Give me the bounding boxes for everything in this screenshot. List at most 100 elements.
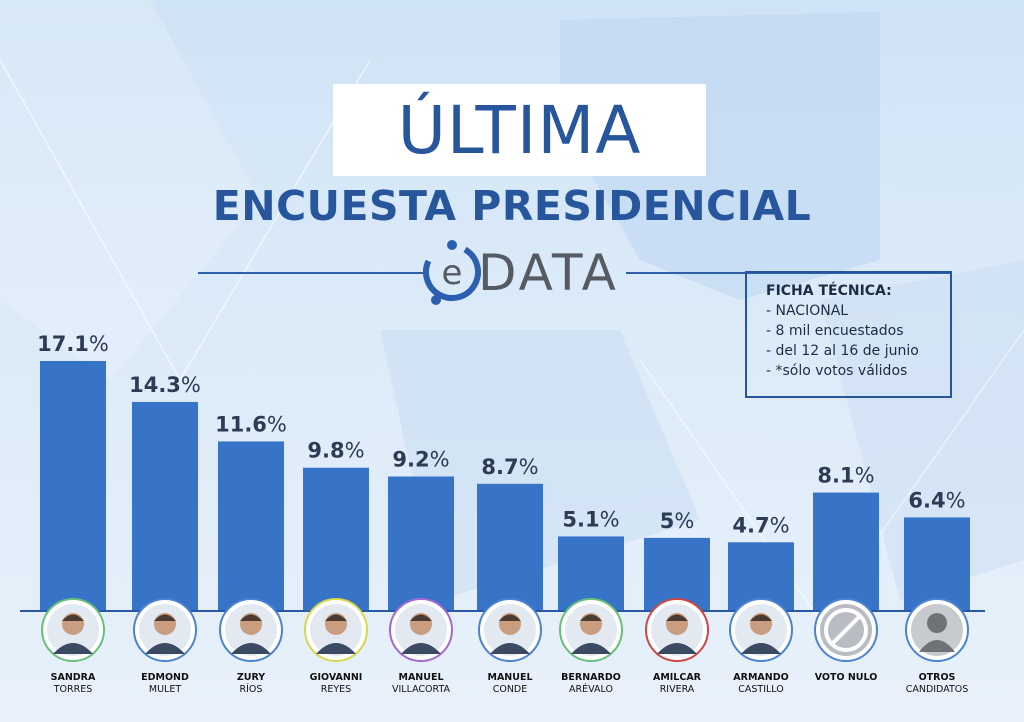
- candidate-avatar: [219, 598, 283, 662]
- bar-value-percent: %: [345, 439, 365, 463]
- ficha-line: - *sólo votos válidos: [766, 363, 908, 379]
- bar-value-number: 9.2: [392, 447, 429, 471]
- candidate-name: VOTO NULO: [796, 672, 896, 684]
- edata-logo-icon: e: [423, 240, 481, 305]
- bar: [813, 492, 879, 611]
- bar-value-label: 5%: [660, 509, 695, 533]
- bar-value-number: 9.8: [307, 439, 344, 463]
- candidate-first-name: AMILCAR: [652, 672, 702, 683]
- edata-logo: e DATA: [420, 240, 630, 306]
- candidate-last-name: CANDIDATOS: [905, 684, 969, 695]
- candidate-name: OTROS CANDIDATOS: [887, 672, 987, 696]
- bar-value-label: 11.6%: [215, 412, 287, 436]
- candidate-first-name: ZURY: [236, 672, 266, 683]
- bar-value-number: 14.3: [129, 373, 181, 397]
- bar: [218, 441, 284, 611]
- candidate-last-name: REYES: [320, 684, 352, 695]
- bar: [132, 401, 198, 611]
- bar: [904, 517, 970, 611]
- ficha-line: - del 12 al 16 de junio: [766, 343, 919, 359]
- candidate-first-name: EDMOND: [141, 672, 189, 683]
- candidate-first-name: OTROS: [918, 672, 956, 683]
- title-box: ÚLTIMA: [333, 84, 706, 176]
- candidate-avatar: [304, 598, 368, 662]
- bar: [388, 476, 454, 611]
- page-title: ÚLTIMA: [397, 91, 642, 169]
- bar-value-percent: %: [600, 507, 620, 531]
- logo-text: DATA: [478, 244, 619, 302]
- bar-value-label: 9.2%: [392, 447, 449, 471]
- ficha-tecnica-box: FICHA TÉCNICA: - NACIONAL - 8 mil encues…: [745, 271, 952, 398]
- logo-divider-right: [626, 272, 950, 274]
- bar-value-number: 8.1: [817, 464, 854, 488]
- bar-value-number: 5.1: [562, 507, 599, 531]
- bar-value-label: 14.3%: [129, 373, 201, 397]
- bar-value-percent: %: [89, 332, 109, 356]
- candidate-first-name: SANDRA: [50, 672, 96, 683]
- candidate-last-name: VILLACORTA: [391, 684, 451, 695]
- candidate-first-name: BERNARDO: [561, 672, 621, 683]
- candidate-last-name: TORRES: [53, 684, 93, 695]
- bar: [477, 483, 543, 611]
- bar-value-label: 9.8%: [307, 439, 364, 463]
- candidate-name: MANUEL CONDE: [460, 672, 560, 696]
- bar: [40, 361, 106, 611]
- candidate-name: GIOVANNI REYES: [286, 672, 386, 696]
- bar-value-label: 4.7%: [732, 513, 789, 537]
- bar-value-percent: %: [946, 488, 966, 512]
- bar-value-number: 17.1: [37, 332, 89, 356]
- candidate-avatar: [559, 598, 623, 662]
- bar-value-number: 5: [660, 509, 675, 533]
- page-subtitle: ENCUESTA PRESIDENCIAL: [212, 182, 812, 230]
- bar-value-label: 17.1%: [37, 332, 109, 356]
- bar-value-percent: %: [770, 513, 790, 537]
- candidate-last-name: RÍOS: [239, 684, 263, 695]
- bar-value-number: 4.7: [732, 513, 769, 537]
- candidate-name: SANDRA TORRES: [23, 672, 123, 696]
- candidate-avatar: [133, 598, 197, 662]
- candidate-first-name: GIOVANNI: [309, 672, 363, 683]
- candidate-name: BERNARDO ARÉVALO: [541, 672, 641, 696]
- candidate-name: ARMANDO CASTILLO: [711, 672, 811, 696]
- candidate-last-name: RIVERA: [659, 684, 695, 695]
- bar-value-percent: %: [181, 373, 201, 397]
- bar-value-percent: %: [267, 412, 287, 436]
- candidate-last-name: ARÉVALO: [569, 684, 613, 695]
- bar-value-number: 8.7: [481, 455, 518, 479]
- bar-value-number: 11.6: [215, 412, 267, 436]
- logo-letter: e: [442, 253, 463, 293]
- candidate-avatar: [645, 598, 709, 662]
- candidate-name: ZURY RÍOS: [201, 672, 301, 696]
- generic-person-icon: [905, 598, 969, 662]
- ficha-line: - 8 mil encuestados: [766, 323, 904, 339]
- bar-value-percent: %: [855, 464, 875, 488]
- ficha-title: FICHA TÉCNICA:: [766, 283, 892, 299]
- candidate-name: EDMOND MULET: [115, 672, 215, 696]
- candidate-avatar: [389, 598, 453, 662]
- candidate-last-name: CASTILLO: [738, 684, 784, 695]
- bar-value-label: 8.1%: [817, 464, 874, 488]
- bar: [303, 467, 369, 611]
- bar-value-label: 5.1%: [562, 507, 619, 531]
- candidate-avatar: [478, 598, 542, 662]
- bar-value-percent: %: [519, 455, 539, 479]
- candidate-avatar: [729, 598, 793, 662]
- bar-value-number: 6.4: [908, 488, 945, 512]
- ficha-line: - NACIONAL: [766, 303, 849, 319]
- candidate-first-name: ARMANDO: [733, 672, 789, 683]
- candidate-name: MANUEL VILLACORTA: [371, 672, 471, 696]
- candidate-last-name: MULET: [148, 684, 182, 695]
- bar-value-label: 8.7%: [481, 455, 538, 479]
- candidate-first-name: VOTO NULO: [814, 672, 878, 683]
- candidate-first-name: MANUEL: [398, 672, 444, 683]
- null-vote-icon: [814, 598, 878, 662]
- candidate-name: AMILCAR RIVERA: [627, 672, 727, 696]
- logo-divider-left: [198, 272, 426, 274]
- bar-value-label: 6.4%: [908, 488, 965, 512]
- candidate-last-name: CONDE: [492, 684, 528, 695]
- bar-value-percent: %: [430, 447, 450, 471]
- candidate-avatar: [41, 598, 105, 662]
- bar-value-percent: %: [674, 509, 694, 533]
- candidate-first-name: MANUEL: [487, 672, 533, 683]
